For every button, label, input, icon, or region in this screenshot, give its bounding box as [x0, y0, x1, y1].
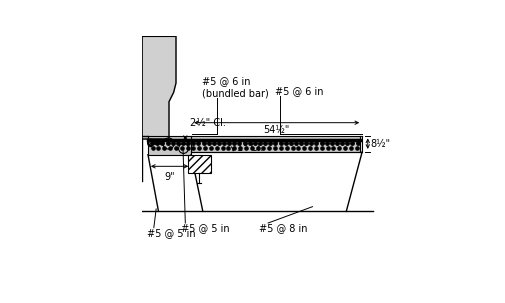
- Text: #5 @ 6 in
(bundled bar): #5 @ 6 in (bundled bar): [201, 77, 268, 98]
- Polygon shape: [142, 36, 176, 139]
- Text: #5 @ 5 in: #5 @ 5 in: [181, 223, 229, 233]
- Text: 2½" Cl.: 2½" Cl.: [190, 118, 226, 128]
- Bar: [148, 135, 191, 155]
- Text: #5 @ 8 in: #5 @ 8 in: [259, 223, 308, 233]
- Text: #5 @ 5 in: #5 @ 5 in: [147, 228, 195, 238]
- Bar: [191, 135, 360, 152]
- Bar: [188, 155, 211, 173]
- Text: 54½": 54½": [264, 125, 290, 135]
- Text: 1" Cl.: 1" Cl.: [237, 144, 263, 154]
- Text: #5 @ 6 in: #5 @ 6 in: [275, 86, 324, 96]
- Text: 9": 9": [164, 172, 175, 182]
- Text: 8½": 8½": [370, 139, 390, 149]
